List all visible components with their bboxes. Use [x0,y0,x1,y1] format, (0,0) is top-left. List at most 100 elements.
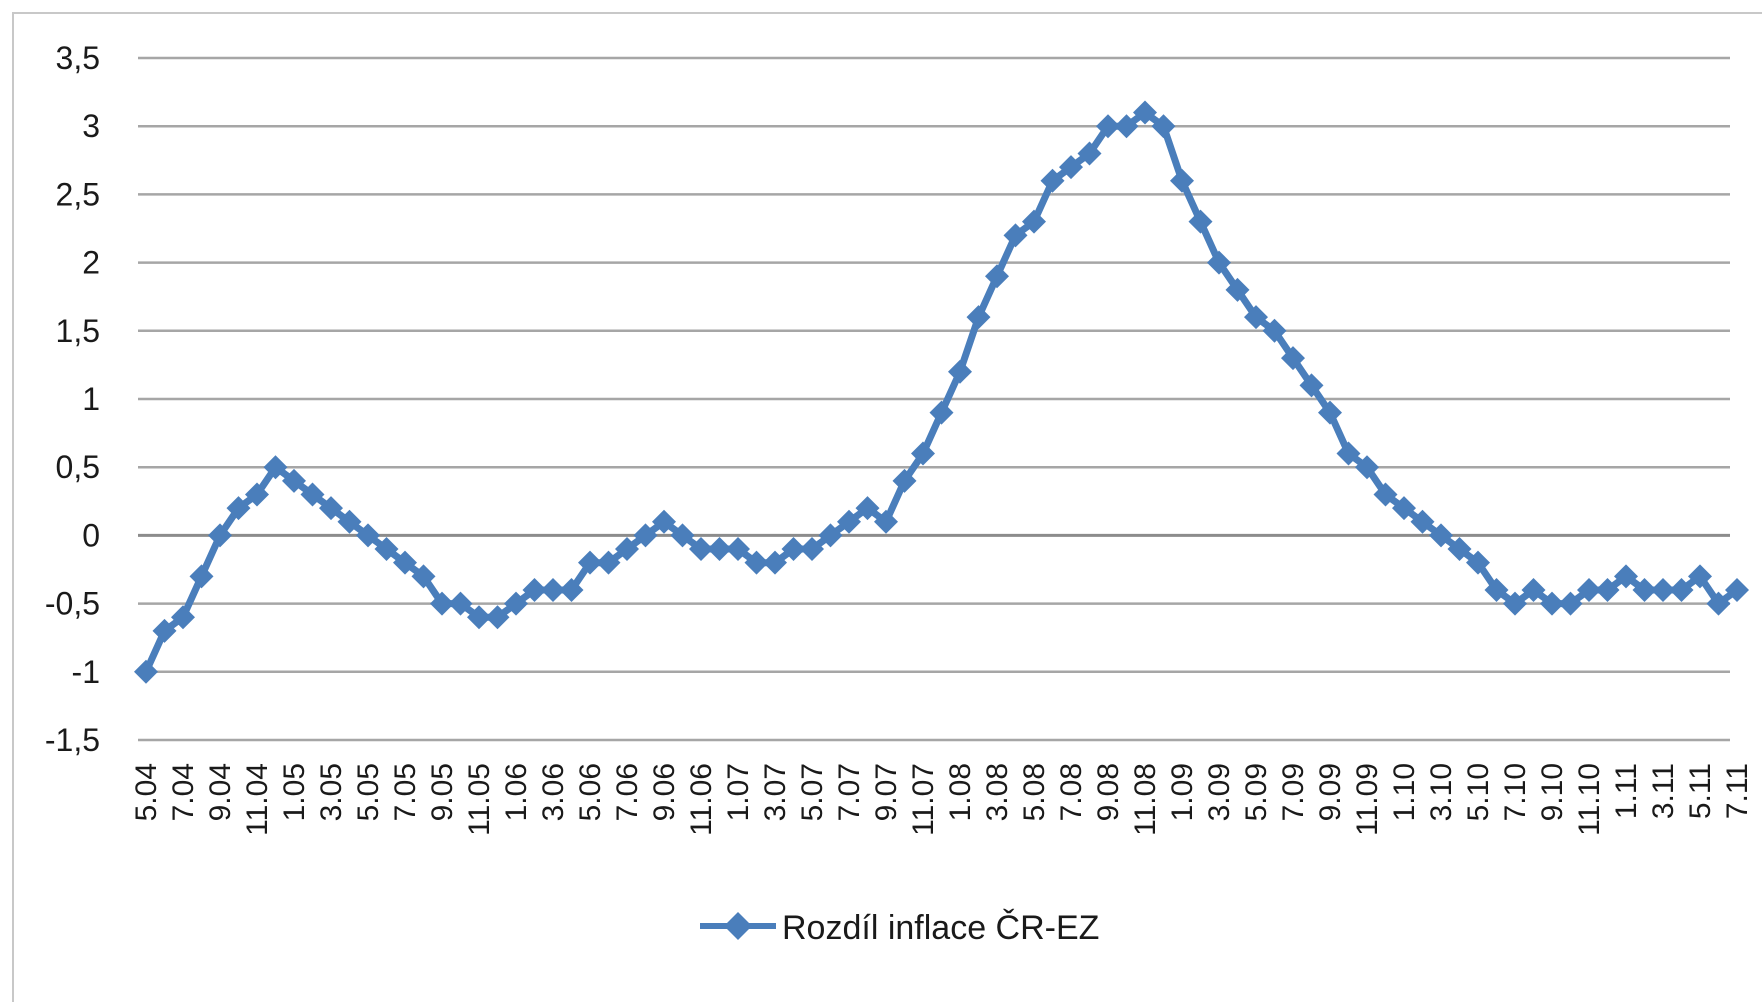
data-point-marker [1188,209,1213,234]
x-tick-label: 3.09 [1203,763,1236,821]
data-point-marker [1540,591,1564,616]
x-tick-label: 9.08 [1092,763,1125,821]
data-point-marker [1281,346,1305,371]
data-point-marker [1632,577,1657,602]
data-point-marker [374,537,399,562]
x-tick-label: 5.07 [796,763,829,821]
data-point-marker [911,441,935,466]
y-tick-label: 2 [82,245,100,281]
x-tick-label: 7.11 [1721,763,1754,819]
x-tick-label: 1.08 [944,763,977,821]
x-tick-label: 11.09 [1351,763,1384,836]
data-point-marker [1003,223,1028,248]
chart-frame [12,12,1762,1002]
data-point-marker [559,577,584,602]
y-tick-label: 1 [82,381,100,417]
data-point-marker [1077,141,1102,166]
x-tick-label: 11.08 [1129,763,1162,836]
data-point-marker [1262,318,1287,343]
x-tick-label: 9.04 [204,763,237,821]
data-point-marker [652,509,676,534]
x-tick-label: 7.07 [833,763,866,821]
data-point-marker [1410,509,1435,534]
data-point-marker [837,509,861,534]
data-point-marker [1133,100,1157,125]
data-point-marker [966,305,991,330]
data-point-marker [208,523,232,548]
data-point-marker [1521,577,1546,602]
x-tick-label: 1.11 [1610,763,1643,819]
data-point-marker [578,550,602,575]
data-point-marker [1355,455,1379,480]
data-point-marker [356,523,380,548]
data-point-marker [1503,591,1527,616]
x-axis-ticks: 5.04 7.04 9.04 11.04 1.05 3.05 5.05 7.05 9.05 11.… [130,763,1754,836]
y-tick-label: 0,5 [56,449,100,485]
data-point-marker [1466,550,1490,575]
x-tick-label: 9.07 [870,763,903,821]
x-tick-label: 1.06 [500,763,533,821]
x-tick-label: 3.11 [1647,763,1680,819]
data-point-marker [1373,482,1398,507]
x-tick-label: 9.06 [648,763,681,821]
data-point-marker [1040,168,1065,193]
data-point-marker [781,537,806,562]
x-tick-label: 9.10 [1536,763,1569,821]
x-tick-label: 7.04 [167,763,200,821]
data-point-marker [1651,577,1675,602]
data-point-marker [337,509,362,534]
x-tick-label: 3.10 [1425,763,1458,821]
data-point-marker [596,550,621,575]
data-point-marker [485,605,510,630]
y-tick-label: 0 [82,517,100,553]
data-point-marker [245,482,269,507]
legend: Rozdíl inflace ČR-EZ [700,909,1099,947]
y-tick-label: 3,5 [56,40,100,76]
x-tick-label: 3.05 [315,763,348,821]
data-point-marker [189,564,214,589]
data-point-marker [522,577,547,602]
data-point-marker [1318,400,1342,425]
data-point-marker [263,455,288,480]
data-point-marker [707,537,732,562]
y-axis-ticks: 3,5 3 2,5 2 1,5 1 0,5 0 -0,5 -1 -1,5 [45,40,100,758]
data-point-marker [1059,155,1083,180]
data-point-marker [300,482,325,507]
data-point-marker [1022,209,1046,234]
x-tick-label: 11.04 [241,763,274,836]
x-tick-label: 3.06 [537,763,570,821]
data-point-marker [541,577,565,602]
x-tick-label: 1.10 [1388,763,1421,821]
data-point-marker [1688,564,1712,589]
data-point-marker [929,400,954,425]
data-point-marker [633,523,658,548]
data-point-marker [892,468,917,493]
x-tick-label: 7.05 [389,763,422,821]
data-point-marker [818,523,843,548]
x-tick-label: 9.05 [426,763,459,821]
x-tick-label: 11.05 [463,763,496,836]
data-point-marker [1706,591,1731,616]
gridlines [138,56,1730,742]
y-tick-label: -0,5 [45,586,100,622]
x-tick-label: 11.06 [685,763,718,836]
data-point-marker [282,468,306,493]
x-tick-label: 5.04 [130,763,163,821]
data-point-marker [393,550,417,575]
y-tick-label: 2,5 [56,176,100,212]
data-point-marker [948,359,972,384]
data-point-marker [1170,168,1194,193]
x-tick-label: 1.09 [1166,763,1199,821]
data-point-marker [1725,577,1749,602]
data-point-marker [1244,305,1268,330]
data-point-marker [1392,496,1416,521]
data-point-marker [800,537,824,562]
y-tick-label: -1,5 [45,722,100,758]
data-point-marker [1577,577,1601,602]
x-tick-label: 11.07 [907,763,940,836]
data-point-marker [670,523,695,548]
data-point-marker [1558,591,1583,616]
x-tick-label: 9.09 [1314,763,1347,821]
data-point-marker [615,537,639,562]
